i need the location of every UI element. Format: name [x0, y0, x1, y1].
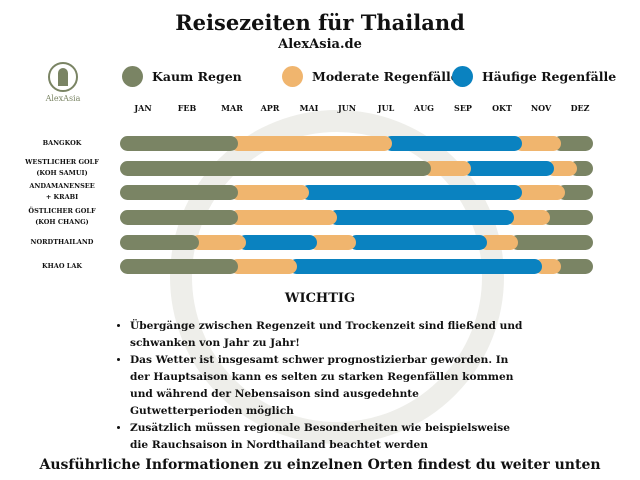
page-subtitle: AlexAsia.de: [278, 37, 362, 52]
important-heading: WICHTIG: [284, 291, 356, 306]
bar-segment-kaum: [120, 184, 239, 200]
row-label: KHAO LAK: [0, 261, 124, 272]
row-label: ÖSTLICHER GOLF (KOH CHANG): [0, 206, 124, 228]
bar-segment-moderat: [423, 160, 471, 176]
note-item: Das Wetter ist insgesamt schwer prognost…: [130, 352, 530, 420]
bar-segment-kaum: [120, 160, 432, 176]
row-label: WESTLICHER GOLF (KOH SAMUI): [0, 157, 124, 179]
bar-segment-kaum: [553, 258, 593, 274]
legend-item: Moderate Regenfälle: [282, 66, 459, 87]
row-label-line: (KOH SAMUI): [36, 169, 88, 177]
month-label: APR: [260, 103, 280, 113]
legend-label: Moderate Regenfälle: [312, 69, 459, 84]
bar-segment-kaum: [120, 209, 239, 225]
note-item: Übergänge zwischen Regenzeit und Trocken…: [130, 318, 530, 352]
bar-segment-moderat: [230, 209, 337, 225]
legend-item: Kaum Regen: [122, 66, 242, 87]
bar-segment-moderat: [230, 258, 298, 274]
bar-segment-haeufig: [328, 209, 515, 225]
footer-text: Ausführliche Informationen zu einzelnen …: [39, 457, 601, 473]
bar-segment-kaum: [120, 258, 239, 274]
bar-segment-haeufig: [238, 234, 318, 250]
bar-segment-moderat: [514, 135, 562, 151]
bar-segment-kaum: [553, 135, 593, 151]
bar-segment-moderat: [478, 234, 519, 250]
bar-segment-haeufig: [301, 184, 523, 200]
month-label: JUN: [337, 103, 357, 113]
bar-segment-moderat: [506, 209, 550, 225]
bar-segment-moderat: [545, 160, 578, 176]
row-label-line: BANGKOK: [42, 138, 82, 147]
month-label: NOV: [530, 103, 552, 113]
bar-segment-moderat: [309, 234, 357, 250]
bar-segment-kaum: [510, 234, 593, 250]
row-label-line: ÖSTLICHER GOLF: [28, 207, 96, 215]
notes-list: Übergänge zwischen Regenzeit und Trocken…: [112, 318, 530, 454]
legend-item: Häufige Regenfälle: [452, 66, 616, 87]
month-label: AUG: [413, 103, 435, 113]
legend-swatch: [122, 66, 143, 87]
legend-label: Kaum Regen: [152, 69, 242, 84]
bar-segment-moderat: [230, 135, 392, 151]
legend-swatch: [282, 66, 303, 87]
bar-segment-haeufig: [383, 135, 523, 151]
legend-label: Häufige Regenfälle: [482, 69, 617, 84]
month-label: FEB: [177, 103, 197, 113]
bar-segment-kaum: [120, 234, 199, 250]
row-label-line: (KOH CHANG): [35, 218, 89, 226]
row-label: ANDAMANENSEE + KRABI: [0, 181, 124, 203]
row-label: BANGKOK: [0, 138, 124, 149]
temple-icon: [48, 62, 78, 92]
legend-swatch: [452, 66, 473, 87]
month-label: JAN: [134, 103, 152, 113]
bar-segment-haeufig: [348, 234, 487, 250]
bar-segment-moderat: [190, 234, 247, 250]
bar-segment-moderat: [514, 184, 566, 200]
month-label: MAR: [221, 103, 243, 113]
bar-segment-kaum: [120, 135, 239, 151]
month-label: JUL: [377, 103, 395, 113]
row-label-line: ANDAMANENSEE: [29, 182, 95, 190]
logo: AlexAsia: [40, 62, 86, 103]
month-label: OKT: [492, 103, 512, 113]
month-label: MAI: [299, 103, 319, 113]
month-label: DEZ: [570, 103, 590, 113]
row-label-line: NORDTHAILAND: [30, 237, 94, 246]
row-label-line: WESTLICHER GOLF: [25, 158, 99, 166]
note-item: Zusätzlich müssen regionale Besonderheit…: [130, 420, 530, 454]
bar-segment-kaum: [557, 184, 593, 200]
row-label-line: KHAO LAK: [41, 261, 83, 270]
bar-segment-haeufig: [462, 160, 554, 176]
month-label: SEP: [454, 103, 472, 113]
bar-segment-haeufig: [289, 258, 542, 274]
bar-segment-moderat: [230, 184, 310, 200]
row-label: NORDTHAILAND: [0, 237, 124, 248]
bar-segment-kaum: [541, 209, 593, 225]
row-label-line: + KRABI: [45, 193, 79, 201]
page-title: Reisezeiten für Thailand: [175, 10, 465, 35]
logo-text: AlexAsia: [45, 94, 81, 103]
